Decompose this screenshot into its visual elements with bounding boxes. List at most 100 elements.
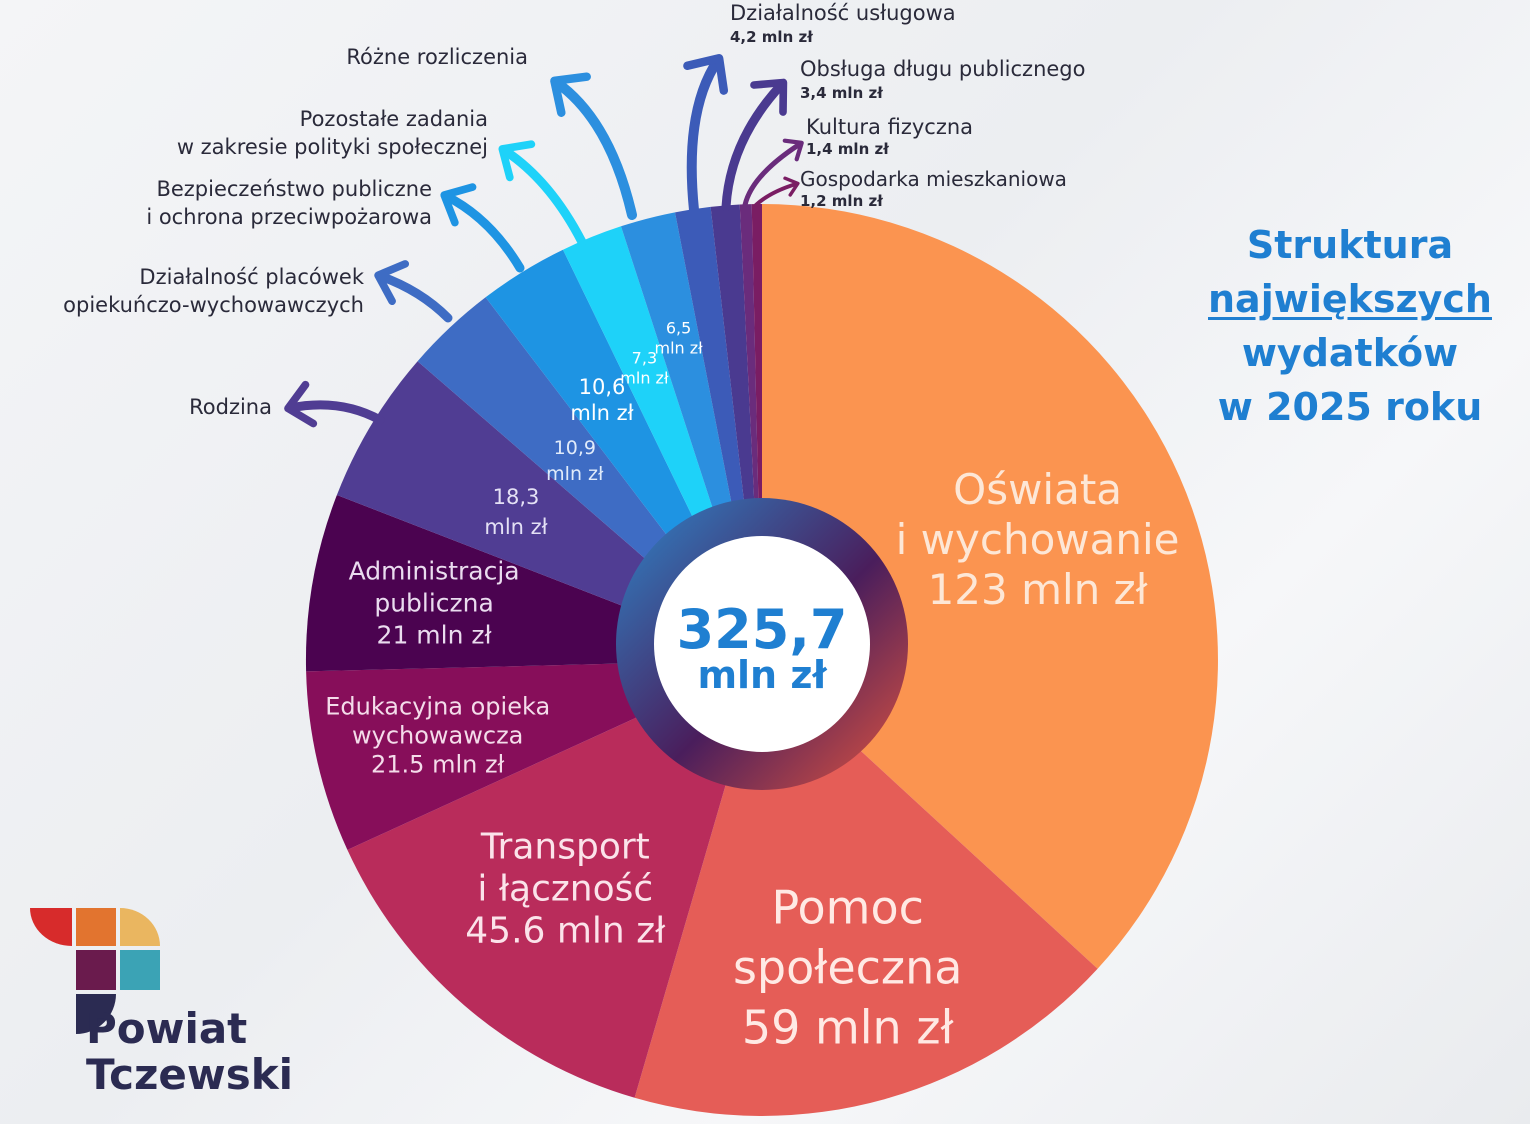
slice-label-rodzina: 18,3 mln zł (484, 485, 547, 539)
slice-transport-i-lacznosc (347, 660, 762, 1098)
callout-arrowhead-kultura-fizyczna (782, 138, 804, 162)
callout-arrowhead-rodzina (284, 380, 318, 428)
callout-value: 4,2 mln zł (730, 28, 813, 46)
slice-label-line: publiczna (374, 589, 494, 618)
callout-arrow-dzialalnosc-uslugowa (686, 55, 723, 215)
slice-label-line: mln zł (484, 515, 547, 539)
title-line-1: Struktura (1246, 223, 1454, 267)
callout-label-kultura-fizyczna: Kultura fizyczna 1,4 mln zł (806, 115, 973, 158)
slice-label-line: 59 mln zł (742, 1001, 955, 1055)
callout-label-bezpieczenstwo-publiczne-i-ochrona-przeciwpozarowa: Bezpieczeństwo publiczne i ochrona przeci… (146, 177, 432, 229)
logo-line-1: Powiat (86, 1004, 248, 1053)
center-total-value: 325,7 (677, 598, 848, 661)
logo-tile-red (30, 908, 72, 946)
slice-label-line: 21.5 mln zł (371, 750, 505, 778)
callout-arrowhead-dzialalnosc-uslugowa (683, 54, 729, 95)
callout-arrowhead-gospodarka-mieszkaniowa (783, 176, 800, 197)
slice-label-line: 7,3 (632, 349, 657, 368)
slice-label-line: 45.6 mln zł (465, 910, 666, 951)
callout-line: Pozostałe zadania (300, 107, 488, 131)
logo-tile-plum (76, 950, 116, 990)
callout-value: 3,4 mln zł (800, 84, 883, 102)
callout-arrow-pozostale-zadania-w-zakresie-polityki-spolecznej (499, 145, 587, 247)
callout-line: i ochrona przeciwpożarowa (146, 205, 432, 229)
center-disc (654, 536, 870, 752)
logo-tile-orange (76, 908, 116, 946)
callout-arrowhead-rozne-rozliczenia (550, 72, 591, 117)
slice-label-line: 6,5 (666, 318, 691, 337)
callout-label-obsluga-dlugu-publicznego: Obsługa długu publicznego 3,4 mln zł (800, 57, 1086, 102)
logo-wordmark: Powiat Tczewski (86, 1006, 293, 1098)
callout-value: 1,4 mln zł (806, 140, 889, 158)
callout-arrow-dzialalnosc-placowek-opiekunczo-wychowawczych (375, 271, 453, 323)
callout-arrowhead-pozostale-zadania-w-zakresie-polityki-spolecznej (498, 140, 536, 182)
title-line-3: wydatków (1241, 331, 1459, 375)
callout-arrow-bezpieczenstwo-publiczne-i-ochrona-przeciwpozarowa (441, 191, 525, 273)
slice-oswiata-i-wychowanie (762, 204, 1218, 969)
center-total-unit: mln zł (697, 653, 827, 697)
title-line-2: największych (1208, 277, 1492, 321)
callout-arrow-obsluga-dlugu-publicznego (721, 79, 787, 212)
slice-label-bezpieczenstwo-publiczne-i-ochrona-przeciwpozarowa: 10,6 mln zł (570, 375, 633, 425)
slice-label-line: 18,3 (493, 485, 540, 509)
callout-line: Działalność placówek (139, 265, 364, 289)
slice-label-line: Transport (480, 826, 650, 867)
callout-arrows (284, 54, 804, 428)
slice-label-edukacyjna-opieka-wychowawcza: Edukacyjna opieka wychowawcza 21.5 mln zł (325, 692, 550, 778)
callout-arrow-rodzina (285, 400, 385, 425)
callout-label-dzialalnosc-placowek-opiekunczo-wychowawczych: Działalność placówek opiekuńczo-wychowawc… (63, 265, 365, 317)
slice-label-line: Pomoc (771, 881, 924, 935)
callout-line: Rodzina (189, 395, 272, 419)
slice-label-line: mln zł (654, 338, 703, 357)
callout-value: 1,2 mln zł (800, 192, 883, 210)
logo-tile-teal (120, 950, 160, 990)
slice-label-line: Oświata (953, 465, 1122, 514)
logo-line-2: Tczewski (86, 1050, 294, 1099)
callout-line: Obsługa długu publicznego (800, 57, 1086, 81)
callout-label-rodzina: Rodzina (189, 395, 272, 419)
callout-line: Bezpieczeństwo publiczne (156, 177, 432, 201)
slice-label-pomoc-spoleczna: Pomoc społeczna 59 mln zł (733, 881, 962, 1055)
slice-label-line: 10,9 (554, 437, 596, 459)
logo-mark (30, 908, 160, 1034)
slice-label-line: społeczna (733, 941, 962, 995)
slice-label-line: 123 mln zł (928, 565, 1148, 614)
callout-line: Gospodarka mieszkaniowa (800, 167, 1067, 191)
callout-line: Różne rozliczenia (346, 45, 528, 69)
callout-arrowhead-obsluga-dlugu-publicznego (750, 78, 788, 116)
callout-arrow-rozne-rozliczenia (551, 77, 637, 220)
slice-label-line: mln zł (570, 401, 633, 425)
callout-line: Działalność usługowa (730, 1, 956, 25)
callout-label-dzialalnosc-uslugowa: Działalność usługowa 4,2 mln zł (730, 1, 956, 46)
callout-line: Kultura fizyczna (806, 115, 973, 139)
slice-label-line: wychowawcza (352, 721, 523, 749)
title-line-4: w 2025 roku (1217, 385, 1483, 429)
callout-line: w zakresie polityki społecznej (177, 135, 488, 159)
slice-label-administracja-publiczna: Administracja publiczna 21 mln zł (349, 557, 520, 650)
center-hub: 325,7 mln zł (616, 498, 908, 790)
slice-label-transport-i-lacznosc: Transport i łączność 45.6 mln zł (465, 826, 666, 951)
slice-label-oswiata-i-wychowanie: Oświata i wychowanie 123 mln zł (896, 465, 1180, 614)
slice-label-line: 10,6 (579, 375, 626, 399)
slice-label-line: 21 mln zł (377, 621, 493, 650)
slice-label-line: i wychowanie (896, 515, 1180, 564)
callout-arrow-kultura-fizyczna (742, 141, 803, 208)
slice-label-pozostale-zadania-w-zakresie-polityki-spolecznej: 7,3 mln zł (620, 349, 669, 388)
slice-label-line: i łączność (477, 868, 653, 909)
slice-label-line: Edukacyjna opieka (325, 692, 550, 720)
slice-label-rozne-rozliczenia: 6,5 mln zł (654, 318, 703, 357)
slice-label-dzialalnosc-placowek-opiekunczo-wychowawczych: 10,9 mln zł (546, 437, 604, 485)
slice-label-line: Administracja (349, 557, 520, 586)
slice-labels: Oświata i wychowanie 123 mln zł Pomoc społec… (325, 318, 1179, 1054)
callout-arrow-gospodarka-mieszkaniowa (754, 182, 798, 207)
logo-tile-navy (76, 994, 116, 1034)
callout-labels: Rodzina Działalność placówek opiekuńczo-wy… (63, 1, 1085, 419)
callout-label-pozostale-zadania-w-zakresie-polityki-spolecznej: Pozostałe zadania w zakresie polityki spo… (177, 107, 488, 159)
slice-label-line: mln zł (620, 369, 669, 388)
callout-line: opiekuńczo-wychowawczych (63, 293, 364, 317)
callout-arrowhead-dzialalnosc-placowek-opiekunczo-wychowawczych (374, 260, 410, 306)
slice-label-line: mln zł (546, 463, 604, 485)
logo-tile-yellow (120, 908, 160, 946)
callout-arrowhead-bezpieczenstwo-publiczne-i-ochrona-przeciwpozarowa (440, 183, 477, 227)
